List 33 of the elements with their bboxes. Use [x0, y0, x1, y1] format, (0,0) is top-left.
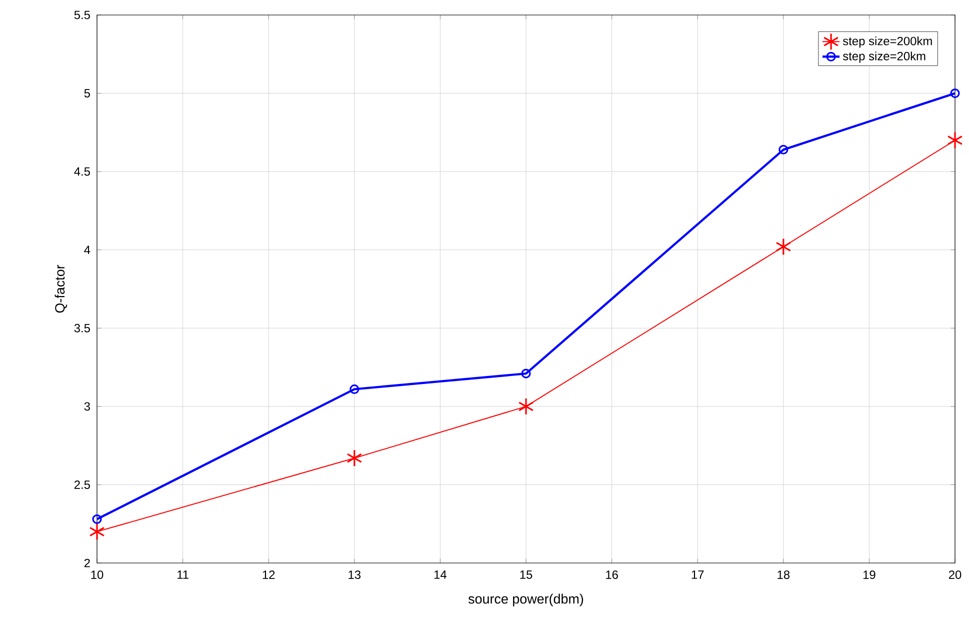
x-tick-label: 18 — [778, 570, 790, 579]
x-tick-label: 20 — [948, 570, 962, 579]
y-tick-label: 5.5 — [74, 10, 90, 20]
y-tick-label: 3 — [84, 402, 90, 411]
x-tick-label: 14 — [434, 570, 446, 579]
legend-label: step size=200km — [842, 36, 932, 48]
y-tick-label: 5 — [84, 89, 90, 98]
x-tick-label: 13 — [348, 570, 361, 579]
y-tick-label: 4.5 — [74, 167, 90, 176]
x-tick-label: 12 — [262, 570, 275, 579]
point — [521, 368, 531, 378]
x-tick-label: 15 — [520, 570, 532, 579]
x-tick-label: 19 — [863, 570, 876, 579]
y-axis-title: Q-factor — [54, 264, 68, 313]
point — [950, 88, 960, 98]
point — [947, 131, 963, 150]
y-tick-label: 4 — [84, 246, 90, 254]
x-tick-label: 16 — [606, 570, 618, 579]
y-tick-label: 2 — [84, 558, 90, 568]
x-tick-label: 10 — [91, 570, 104, 579]
x-axis-title: source power(dbm) — [468, 594, 584, 606]
x-tick-label: 11 — [178, 570, 188, 579]
point — [778, 144, 788, 154]
point — [776, 238, 792, 256]
point — [89, 522, 105, 540]
point — [92, 514, 102, 524]
legend-label: step size=20km — [842, 52, 926, 63]
y-tick-label: 3.5 — [74, 324, 90, 332]
point — [518, 398, 534, 416]
point — [350, 384, 360, 394]
x-tick-label: 17 — [692, 570, 704, 579]
y-tick-label: 2.5 — [74, 480, 90, 489]
point — [346, 449, 362, 467]
